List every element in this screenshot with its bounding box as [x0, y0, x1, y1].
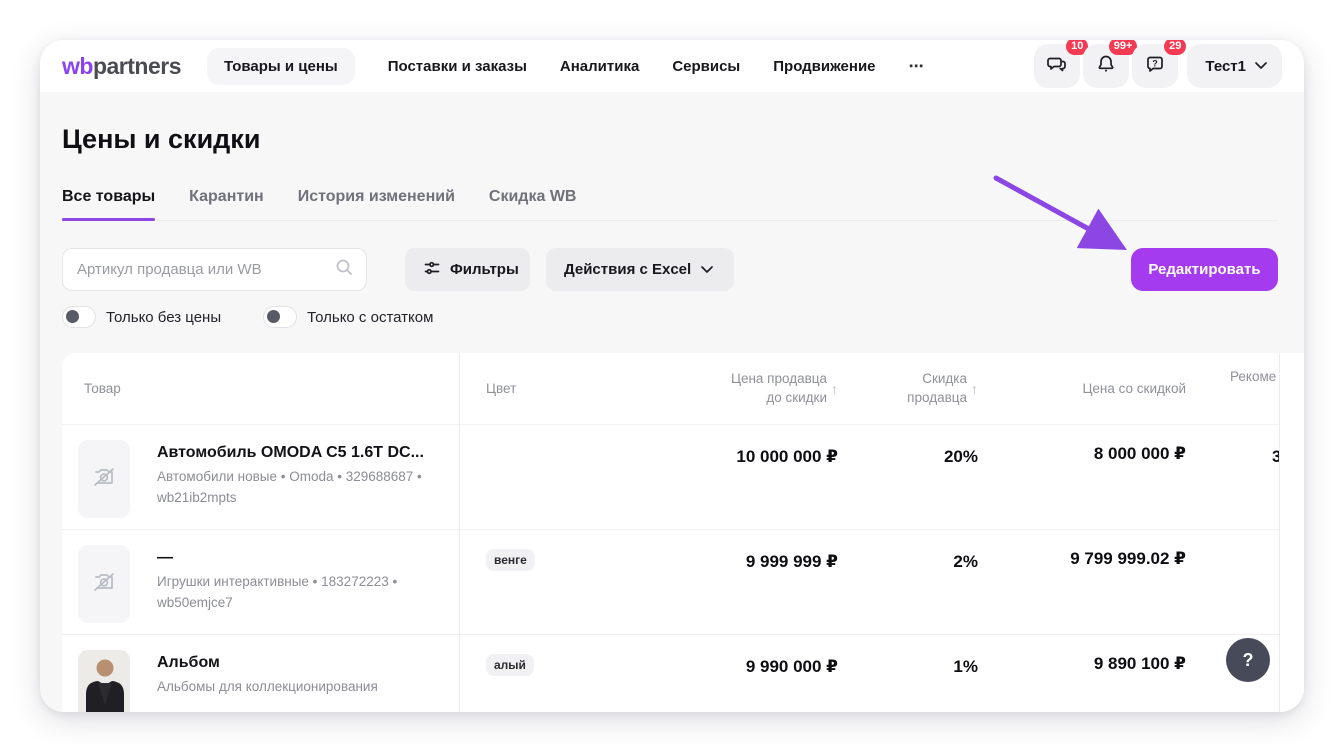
product-title[interactable]: —: [157, 549, 173, 566]
nav-item-more[interactable]: ⋯: [908, 58, 926, 75]
support-button[interactable]: ? 29: [1132, 40, 1187, 88]
toggle-with-stock-label: Только с остатком: [307, 308, 434, 326]
product-subtitle: Автомобили новые • Omoda • 329688687 • w…: [157, 469, 422, 505]
tabs-bar: Все товары Карантин История изменений Ск…: [62, 188, 1278, 221]
table-header-row: Товар Цвет Цена продавца до скидки ↑ Скид…: [62, 353, 1279, 425]
nav-item-goods-prices[interactable]: Товары и цены: [207, 47, 355, 85]
color-cell: алый: [459, 635, 702, 712]
top-navigation-bar: wbpartners Товары и цены Поставки и зака…: [40, 40, 1304, 92]
color-cell: [459, 425, 702, 529]
search-input[interactable]: [77, 261, 334, 278]
product-subtitle: Альбомы для коллекционирования: [157, 679, 378, 694]
edit-button[interactable]: Редактировать: [1131, 248, 1278, 291]
product-title[interactable]: Альбом: [157, 654, 220, 671]
column-divider: [459, 353, 460, 712]
notifications-badge: 99+: [1108, 40, 1138, 55]
excel-actions-button[interactable]: Действия с Excel: [546, 248, 734, 291]
filters-icon: [423, 259, 441, 281]
discount-cell[interactable]: 20%: [943, 447, 978, 466]
chat-icon: [1046, 53, 1068, 80]
help-bubble-icon: ?: [1144, 53, 1166, 80]
nav-item-analytics[interactable]: Аналитика: [559, 57, 640, 75]
toggle-no-price-switch[interactable]: [62, 306, 96, 328]
profile-name: Тест1: [1205, 57, 1246, 75]
filters-label: Фильтры: [450, 261, 519, 278]
price-after-cell: 9 799 999.02 ₽: [1070, 549, 1186, 568]
tab-wb-discount[interactable]: Скидка WB: [488, 188, 577, 205]
table-row[interactable]: Автомобиль OMODA C5 1.6T DC... Автомобил…: [62, 425, 1279, 530]
header-price-after: Цена со скидкой: [1082, 381, 1186, 396]
nav-item-promotion[interactable]: Продвижение: [773, 57, 876, 75]
recommended-cell: 3: [1272, 447, 1279, 466]
support-badge: 29: [1164, 40, 1187, 55]
header-price-before[interactable]: Цена продавца до скидки ↑: [730, 371, 838, 405]
no-photo-placeholder: [78, 440, 130, 518]
table-right-edge: [1279, 353, 1280, 712]
toolbar: Фильтры Действия с Excel Редактировать: [62, 248, 1278, 291]
header-product: Товар: [84, 381, 121, 396]
price-before-cell[interactable]: 9 999 999 ₽: [745, 552, 838, 571]
toggle-with-stock-switch[interactable]: [263, 306, 298, 328]
wbpartners-logo[interactable]: wbpartners: [62, 52, 182, 80]
page-title: Цены и скидки: [62, 124, 261, 154]
app-window: wbpartners Товары и цены Поставки и зака…: [40, 40, 1304, 712]
product-subtitle: Игрушки интерактивные • 183272223 • wb50…: [157, 574, 398, 610]
chevron-down-icon: [700, 261, 714, 278]
tab-all-goods[interactable]: Все товары: [62, 188, 156, 221]
profile-menu-button[interactable]: Тест1: [1187, 44, 1282, 88]
product-photo: [78, 650, 130, 712]
price-after-cell: 9 890 100 ₽: [1093, 654, 1186, 673]
price-after-cell: 8 000 000 ₽: [1093, 444, 1186, 463]
chat-badge: 10: [1066, 40, 1089, 55]
camera-off-icon: [91, 569, 117, 600]
nav-item-services[interactable]: Сервисы: [672, 57, 741, 75]
search-icon: [334, 257, 354, 282]
search-box: [62, 248, 367, 291]
main-nav: Товары и цены Поставки и заказы Аналитик…: [207, 47, 926, 85]
svg-text:?: ?: [1153, 58, 1159, 68]
toggle-no-price-label: Только без цены: [106, 308, 222, 326]
notifications-button[interactable]: 99+: [1083, 40, 1138, 88]
chat-button[interactable]: 10: [1034, 40, 1089, 88]
chevron-down-icon: [1254, 57, 1268, 75]
toggle-with-stock[interactable]: Только с остатком: [263, 306, 433, 328]
sort-asc-icon: ↑: [831, 380, 838, 397]
header-discount[interactable]: Скидка продавца ↑: [907, 371, 978, 405]
product-title[interactable]: Автомобиль OMODA C5 1.6T DC...: [157, 444, 424, 461]
logo-partners: partners: [92, 52, 182, 79]
table-row[interactable]: — Игрушки интерактивные • 183272223 • wb…: [62, 530, 1279, 635]
table-row[interactable]: Альбом Альбомы для коллекционирования ал…: [62, 635, 1279, 712]
color-cell: венге: [459, 530, 702, 634]
help-fab-button[interactable]: ?: [1226, 638, 1270, 682]
camera-off-icon: [91, 464, 117, 495]
discount-cell[interactable]: 2%: [953, 552, 978, 571]
sort-asc-icon: ↑: [971, 380, 978, 397]
logo-wb: wb: [62, 52, 93, 79]
toggle-no-price[interactable]: Только без цены: [62, 306, 221, 328]
tab-change-history[interactable]: История изменений: [297, 188, 455, 205]
filters-button[interactable]: Фильтры: [405, 248, 530, 291]
color-chip: венге: [486, 549, 535, 571]
products-table: Товар Цвет Цена продавца до скидки ↑ Скид…: [62, 353, 1304, 712]
price-before-cell[interactable]: 10 000 000 ₽: [736, 447, 838, 466]
excel-actions-label: Действия с Excel: [564, 261, 692, 278]
price-before-cell[interactable]: 9 990 000 ₽: [745, 657, 838, 676]
header-recommended: Рекоме: [1230, 369, 1277, 384]
nav-item-supplies-orders[interactable]: Поставки и заказы: [387, 57, 527, 75]
bell-icon: [1095, 53, 1117, 80]
recommended-cell: [1202, 530, 1279, 634]
no-photo-placeholder: [78, 545, 130, 623]
color-chip: алый: [486, 654, 534, 676]
content-area: Цены и скидки Все товары Карантин Истори…: [40, 92, 1304, 712]
toggle-filters: Только без цены Только с остатком: [62, 306, 433, 328]
discount-cell[interactable]: 1%: [953, 657, 978, 676]
header-color: Цвет: [486, 381, 517, 396]
topbar-actions: 10 99+ ? 29: [1034, 40, 1282, 88]
tab-quarantine[interactable]: Карантин: [189, 188, 264, 205]
